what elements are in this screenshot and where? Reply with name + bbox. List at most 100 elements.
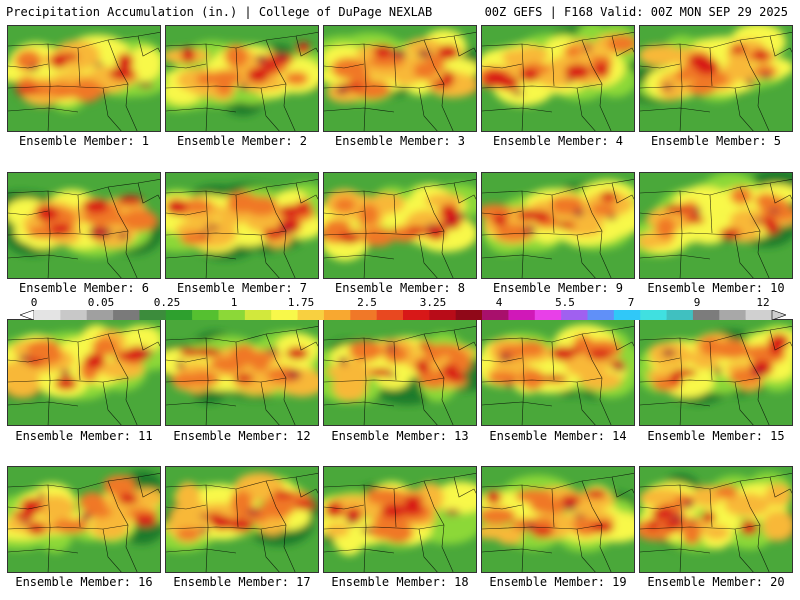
colorbar-swatch [323,310,351,320]
precipitation-map [166,173,318,278]
ensemble-member-label: Ensemble Member: 4 [492,134,624,148]
colorbar-swatch [692,310,720,320]
ensemble-member-map-13 [323,319,477,426]
ensemble-member-label: Ensemble Member: 8 [334,281,466,295]
colorbar-max-arrow [771,310,786,320]
ensemble-member-map-7 [165,172,319,279]
ensemble-member-map-16 [7,466,161,573]
ensemble-member-label: Ensemble Member: 16 [15,575,153,589]
ensemble-member-map-14 [481,319,635,426]
ensemble-member-label: Ensemble Member: 15 [647,429,785,443]
ensemble-member-map-5 [639,25,793,132]
precipitation-map [324,320,476,425]
precipitation-colorbar [20,310,786,320]
colorbar-swatch [34,310,61,320]
precipitation-map [482,467,634,572]
colorbar-swatch [297,310,325,320]
colorbar-tick-label: 1 [230,296,238,309]
colorbar-min-arrow [20,310,35,320]
precipitation-map [8,467,160,572]
colorbar-swatch [139,310,167,320]
ensemble-member-label: Ensemble Member: 11 [15,429,153,443]
ensemble-member-label: Ensemble Member: 5 [650,134,782,148]
precipitation-map [8,173,160,278]
ensemble-member-map-4 [481,25,635,132]
colorbar-tick-label: 1.75 [287,296,315,309]
ensemble-member-map-1 [7,25,161,132]
colorbar-tick-label: 3.25 [419,296,447,309]
colorbar-swatch [745,310,773,320]
ensemble-member-label: Ensemble Member: 10 [647,281,785,295]
colorbar-tick-label: 0.25 [153,296,181,309]
ensemble-member-map-15 [639,319,793,426]
precipitation-map [8,320,160,425]
colorbar-swatch [218,310,246,320]
colorbar-swatch [60,310,88,320]
ensemble-member-map-6 [7,172,161,279]
colorbar-swatch [165,310,193,320]
precipitation-map [640,26,792,131]
ensemble-member-label: Ensemble Member: 2 [176,134,308,148]
colorbar-tick-label: 0 [30,296,38,309]
colorbar-swatch [719,310,746,320]
ensemble-member-label: Ensemble Member: 14 [489,429,627,443]
colorbar-swatch [534,310,562,320]
colorbar-tick-label: 9 [693,296,701,309]
ensemble-member-map-8 [323,172,477,279]
colorbar-swatch [271,310,298,320]
precipitation-map [482,320,634,425]
colorbar-swatch [666,310,694,320]
colorbar-swatch [508,310,536,320]
precipitation-map [482,173,634,278]
precipitation-map [640,467,792,572]
precipitation-map [640,320,792,425]
ensemble-member-map-3 [323,25,477,132]
ensemble-member-label: Ensemble Member: 20 [647,575,785,589]
precipitation-map [166,26,318,131]
ensemble-member-label: Ensemble Member: 7 [176,281,308,295]
ensemble-member-label: Ensemble Member: 1 [18,134,150,148]
ensemble-member-label: Ensemble Member: 19 [489,575,627,589]
ensemble-member-label: Ensemble Member: 12 [173,429,311,443]
colorbar-swatch [482,310,509,320]
precipitation-map [324,467,476,572]
precipitation-map [482,26,634,131]
ensemble-member-label: Ensemble Member: 13 [331,429,469,443]
colorbar-swatch [455,310,483,320]
ensemble-member-map-9 [481,172,635,279]
ensemble-member-map-18 [323,466,477,573]
colorbar-swatch [350,310,377,320]
colorbar-swatch [613,310,641,320]
colorbar-swatch [561,310,588,320]
colorbar-tick-label: 2.5 [357,296,377,309]
colorbar-tick-label: 5.5 [555,296,575,309]
precipitation-map [324,26,476,131]
colorbar-swatch [403,310,430,320]
colorbar-swatch [376,310,404,320]
colorbar-swatch [429,310,457,320]
colorbar-tick-label: 4 [495,296,503,309]
ensemble-member-map-19 [481,466,635,573]
ensemble-member-label: Ensemble Member: 9 [492,281,624,295]
colorbar-tick-label: 12 [756,296,770,309]
ensemble-member-map-2 [165,25,319,132]
ensemble-member-label: Ensemble Member: 6 [18,281,150,295]
colorbar-swatch [86,310,114,320]
ensemble-member-label: Ensemble Member: 18 [331,575,469,589]
colorbar-swatch [640,310,667,320]
colorbar-swatch [192,310,219,320]
colorbar-swatch [113,310,140,320]
valid-time: 00Z GEFS | F168 Valid: 00Z MON SEP 29 20… [484,5,788,19]
ensemble-member-map-12 [165,319,319,426]
ensemble-member-map-10 [639,172,793,279]
ensemble-member-label: Ensemble Member: 17 [173,575,311,589]
precipitation-map [640,173,792,278]
colorbar-tick-label: 0.05 [87,296,115,309]
ensemble-member-map-11 [7,319,161,426]
precipitation-map [166,320,318,425]
colorbar-swatch [244,310,272,320]
precipitation-map [324,173,476,278]
ensemble-member-map-20 [639,466,793,573]
precipitation-map [8,26,160,131]
chart-title: Precipitation Accumulation (in.) | Colle… [6,5,433,19]
